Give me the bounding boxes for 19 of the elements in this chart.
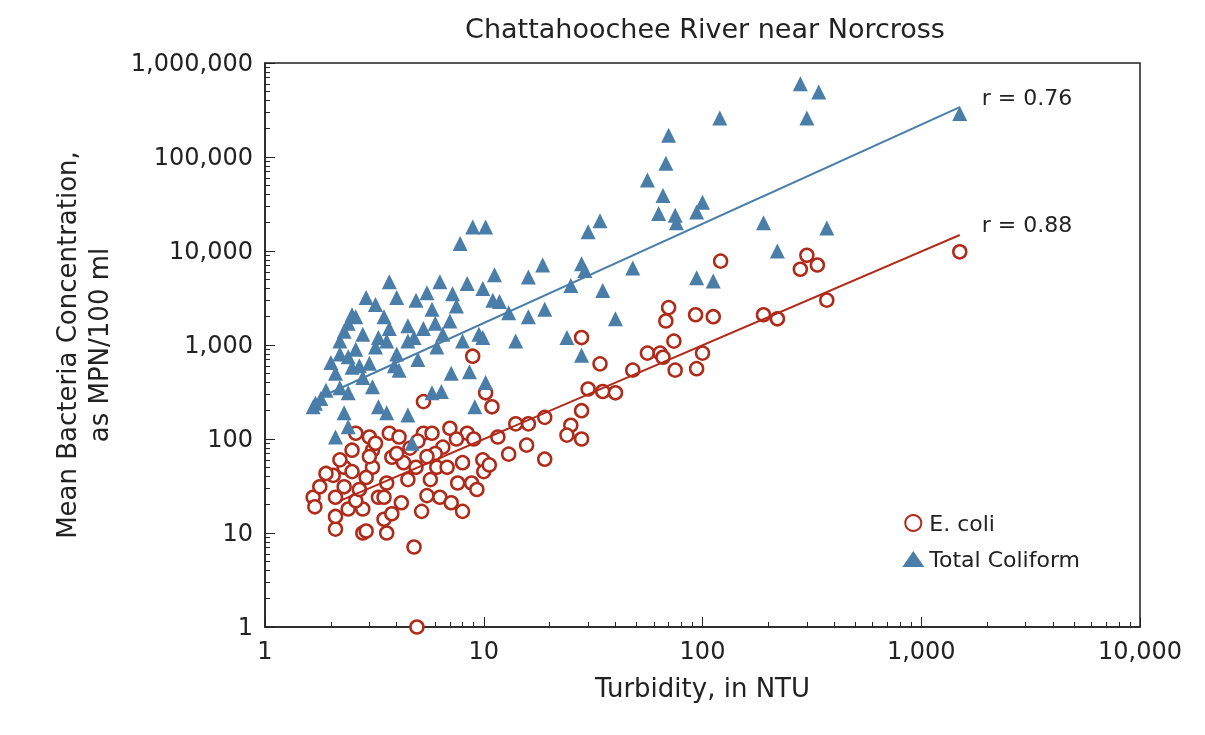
x-tick-label: 1,000 (886, 637, 956, 665)
y-tick-label: 10 (222, 519, 253, 547)
x-tick-label: 10,000 (1098, 637, 1182, 665)
y-tick-label: 10,000 (169, 237, 253, 265)
annotation: r = 0.88 (981, 212, 1073, 238)
y-tick-label: 1 (237, 613, 253, 641)
x-tick-label: 1 (257, 637, 273, 665)
y-tick-label: 1,000,000 (130, 49, 253, 77)
x-tick-label: 10 (468, 637, 500, 665)
y-tick-label: 1,000 (184, 331, 253, 359)
legend-label: E. coli (929, 510, 995, 536)
x-axis-title: Turbidity, in NTU (594, 673, 810, 703)
x-tick-label: 100 (679, 637, 726, 665)
y-tick-label: 100 (207, 425, 253, 453)
y-tick-label: 100,000 (153, 143, 253, 171)
y-axis-title: Mean Bacteria Concentration, as MPN/100 ml (52, 151, 114, 539)
annotation: r = 0.76 (981, 84, 1073, 110)
legend-label: Total Coliform (928, 546, 1081, 572)
chart-title: Chattahoochee River near Norcross (465, 13, 945, 44)
